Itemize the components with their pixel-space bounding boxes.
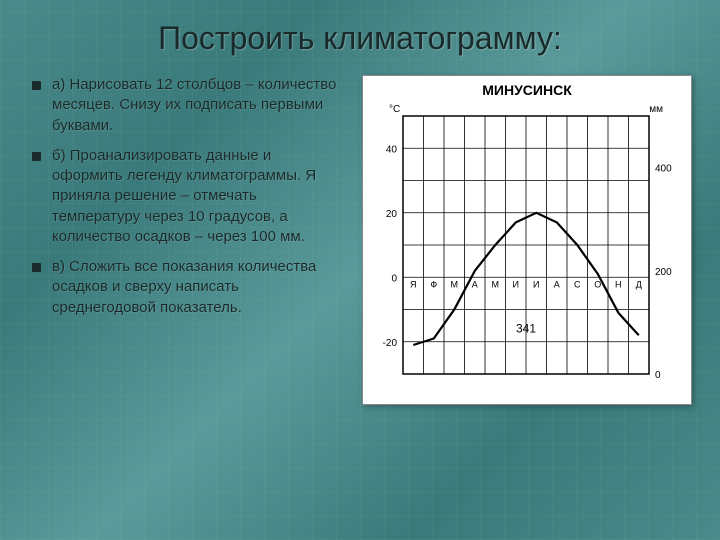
station-name: МИНУСИНСК bbox=[369, 82, 685, 98]
bullet-item: б) Проанализировать данные и оформить ле… bbox=[52, 146, 344, 247]
svg-text:А: А bbox=[554, 279, 560, 289]
svg-text:Д: Д bbox=[636, 279, 642, 289]
svg-text:400: 400 bbox=[655, 164, 672, 175]
svg-text:М: М bbox=[492, 279, 500, 289]
bullet-item: а) Нарисовать 12 столбцов – количество м… bbox=[52, 75, 344, 136]
svg-text:°C: °C bbox=[389, 104, 400, 115]
svg-text:Ф: Ф bbox=[430, 279, 437, 289]
slide: Построить климатограмму: а) Нарисовать 1… bbox=[0, 0, 720, 540]
svg-text:Н: Н bbox=[615, 279, 622, 289]
svg-text:0: 0 bbox=[391, 273, 397, 284]
svg-text:Я: Я bbox=[410, 279, 417, 289]
bullet-list: а) Нарисовать 12 столбцов – количество м… bbox=[28, 75, 344, 318]
climatogram-card: МИНУСИНСК °CммЯФМАМИИАСОНД341-2002040020… bbox=[362, 75, 692, 405]
svg-text:20: 20 bbox=[386, 209, 398, 220]
svg-text:мм: мм bbox=[649, 104, 663, 115]
bullet-item: в) Сложить все показания количества осад… bbox=[52, 257, 344, 318]
text-column: а) Нарисовать 12 столбцов – количество м… bbox=[28, 75, 344, 405]
svg-text:200: 200 bbox=[655, 267, 672, 278]
svg-text:М: М bbox=[451, 279, 459, 289]
svg-text:И: И bbox=[533, 279, 539, 289]
slide-title: Построить климатограмму: bbox=[28, 20, 692, 57]
svg-text:341: 341 bbox=[516, 322, 536, 336]
svg-text:И: И bbox=[513, 279, 519, 289]
svg-text:С: С bbox=[574, 279, 581, 289]
svg-text:0: 0 bbox=[655, 370, 661, 381]
content-row: а) Нарисовать 12 столбцов – количество м… bbox=[28, 75, 692, 405]
chart-column: МИНУСИНСК °CммЯФМАМИИАСОНД341-2002040020… bbox=[362, 75, 692, 405]
climatogram-svg: °CммЯФМАМИИАСОНД341-20020400200400 bbox=[369, 100, 683, 400]
svg-text:А: А bbox=[472, 279, 478, 289]
svg-text:-20: -20 bbox=[383, 338, 398, 349]
svg-text:40: 40 bbox=[386, 144, 398, 155]
